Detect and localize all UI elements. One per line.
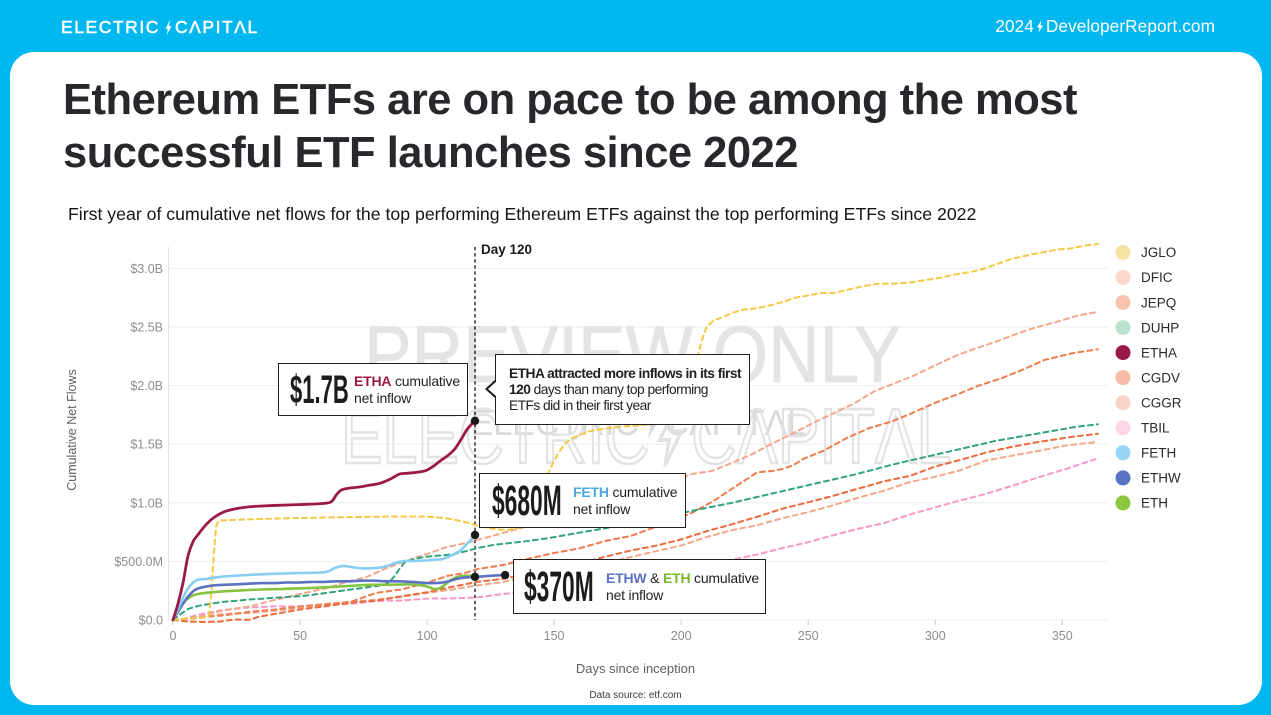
svg-text:$2.5B: $2.5B xyxy=(130,321,163,335)
svg-text:DUHP: DUHP xyxy=(1141,320,1179,335)
svg-text:$2.0B: $2.0B xyxy=(130,379,163,393)
svg-text:TBIL: TBIL xyxy=(1141,421,1170,436)
svg-text:350: 350 xyxy=(1052,629,1073,643)
svg-text:ETHW: ETHW xyxy=(1141,471,1181,486)
svg-text:200: 200 xyxy=(671,629,692,643)
svg-text:JGLO: JGLO xyxy=(1141,245,1176,260)
svg-text:50: 50 xyxy=(293,629,307,643)
svg-text:JEPQ: JEPQ xyxy=(1141,295,1176,310)
svg-text:250: 250 xyxy=(798,629,819,643)
svg-text:CGDV: CGDV xyxy=(1141,370,1180,385)
svg-text:$3.0B: $3.0B xyxy=(130,262,163,276)
svg-text:$500.0M: $500.0M xyxy=(114,555,163,569)
svg-text:150: 150 xyxy=(544,629,565,643)
svg-text:CGGR: CGGR xyxy=(1141,396,1182,411)
svg-text:100: 100 xyxy=(417,629,438,643)
svg-text:$1.0B: $1.0B xyxy=(130,496,163,510)
svg-text:$1.5B: $1.5B xyxy=(130,438,163,452)
svg-text:0: 0 xyxy=(170,629,177,643)
svg-text:ETHA: ETHA xyxy=(1141,345,1177,360)
svg-text:FETH: FETH xyxy=(1141,446,1176,461)
svg-text:300: 300 xyxy=(925,629,946,643)
svg-text:DFIC: DFIC xyxy=(1141,270,1173,285)
svg-text:$0.0: $0.0 xyxy=(139,614,163,628)
svg-text:ETH: ETH xyxy=(1141,496,1168,511)
